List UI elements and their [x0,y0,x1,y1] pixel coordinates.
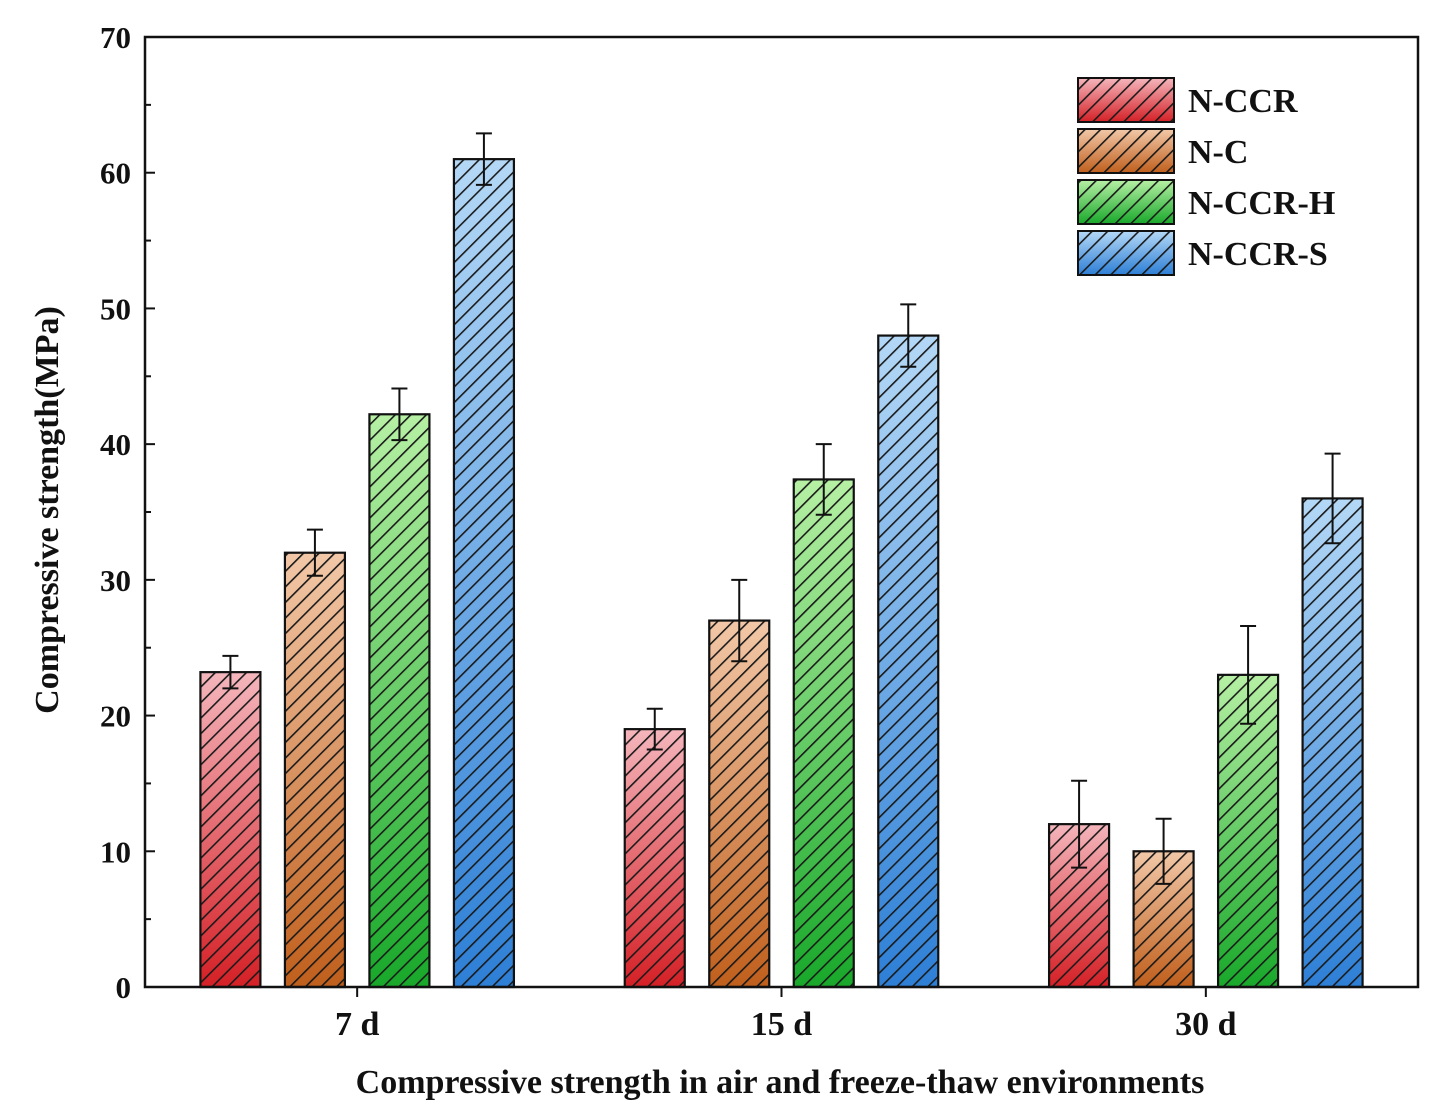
legend-label: N-CCR-S [1188,236,1328,273]
error-bar [306,528,323,577]
axes-layer: 7 d 15 d 30 d 0 10 20 30 40 50 60 70 [100,20,1420,1043]
legend-label: N-CCR [1188,83,1298,120]
bar-hatch [708,619,771,989]
error-bar [1324,452,1341,545]
error-bar [391,387,408,442]
y-axis-title: Compressive strength(MPa) [29,306,66,714]
error-bar [731,578,748,663]
x-tick-label: 30 d [1175,1006,1237,1043]
y-tick-label: 20 [100,699,131,734]
legend-item-n-ccr-h: N-CCR-H [1077,179,1335,225]
error-bar [1240,625,1257,725]
error-bar [646,707,663,751]
y-tick-label: 10 [100,834,131,869]
bar-hatch [368,413,431,989]
x-axis-title: Compressive strength in air and freeze-t… [356,1064,1205,1101]
error-bar [475,132,492,186]
error-bar [1155,817,1172,885]
error-bar [900,303,917,368]
legend-swatch-hatch [1077,77,1175,123]
y-tick-label: 40 [100,427,131,462]
bars-layer [199,158,1364,989]
bar-hatch [623,728,686,989]
bar-hatch [1301,497,1364,989]
bar-hatch [877,334,940,989]
error-bar [1071,779,1088,869]
y-tick-label: 30 [100,563,131,598]
y-tick-label: 0 [116,970,132,1005]
bar-hatch [199,671,262,989]
legend-swatch-hatch [1077,179,1175,225]
legend-item-n-ccr: N-CCR [1077,77,1298,123]
x-tick-label: 7 d [335,1006,380,1043]
error-bars-layer [222,132,1341,885]
error-bar [222,654,239,690]
legend-label: N-C [1188,134,1248,171]
legend-item-n-ccr-s: N-CCR-S [1077,230,1328,276]
y-tick-label: 50 [100,291,131,326]
y-tick-label: 60 [100,156,131,191]
bar-hatch [452,158,516,989]
error-bar [815,443,832,516]
legend-swatch-hatch [1077,230,1175,276]
legend: N-CCR N-C N-CCR-H N-CCR-S [1077,77,1335,276]
x-tick-label: 15 d [751,1006,813,1043]
legend-label: N-CCR-H [1188,185,1335,222]
y-tick-label: 70 [100,20,131,55]
legend-item-n-c: N-C [1077,128,1248,174]
legend-swatch-hatch [1077,128,1175,174]
bar-hatch [283,551,347,989]
bar-hatch [792,478,855,989]
